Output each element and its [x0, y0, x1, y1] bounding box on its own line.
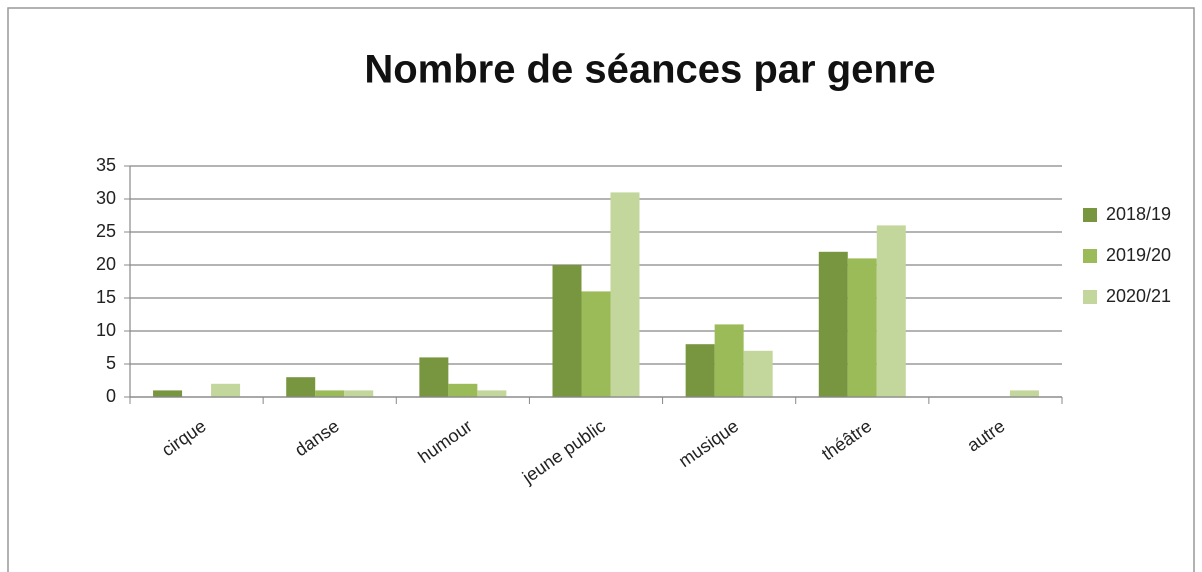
y-tick-label: 10: [96, 320, 116, 340]
legend-swatch: [1083, 249, 1097, 263]
bar: [153, 390, 183, 397]
legend-label: 2019/20: [1106, 245, 1171, 265]
y-tick-label: 20: [96, 254, 116, 274]
bar: [876, 225, 906, 397]
bar: [1009, 390, 1039, 397]
bar: [344, 390, 374, 397]
bar: [610, 192, 640, 397]
bar: [419, 357, 449, 397]
bar: [477, 390, 507, 397]
bar: [581, 291, 611, 397]
y-tick-label: 35: [96, 155, 116, 175]
legend-swatch: [1083, 208, 1097, 222]
bar: [448, 383, 478, 397]
chart-title: Nombre de séances par genre: [364, 48, 935, 92]
legend-label: 2020/21: [1106, 286, 1171, 306]
bar: [315, 390, 345, 397]
legend-label: 2018/19: [1106, 204, 1171, 224]
y-tick-label: 15: [96, 287, 116, 307]
bar: [818, 251, 848, 397]
y-tick-label: 0: [106, 386, 116, 406]
bar: [211, 383, 241, 397]
y-tick-label: 25: [96, 221, 116, 241]
bar: [847, 258, 877, 397]
bar: [743, 350, 773, 397]
chart-frame: [7, 7, 1195, 572]
bar: [685, 344, 715, 397]
y-tick-label: 30: [96, 188, 116, 208]
bar: [552, 265, 582, 397]
bar: [286, 377, 316, 397]
bar: [714, 324, 744, 397]
legend-swatch: [1083, 290, 1097, 304]
y-tick-label: 5: [106, 353, 116, 373]
